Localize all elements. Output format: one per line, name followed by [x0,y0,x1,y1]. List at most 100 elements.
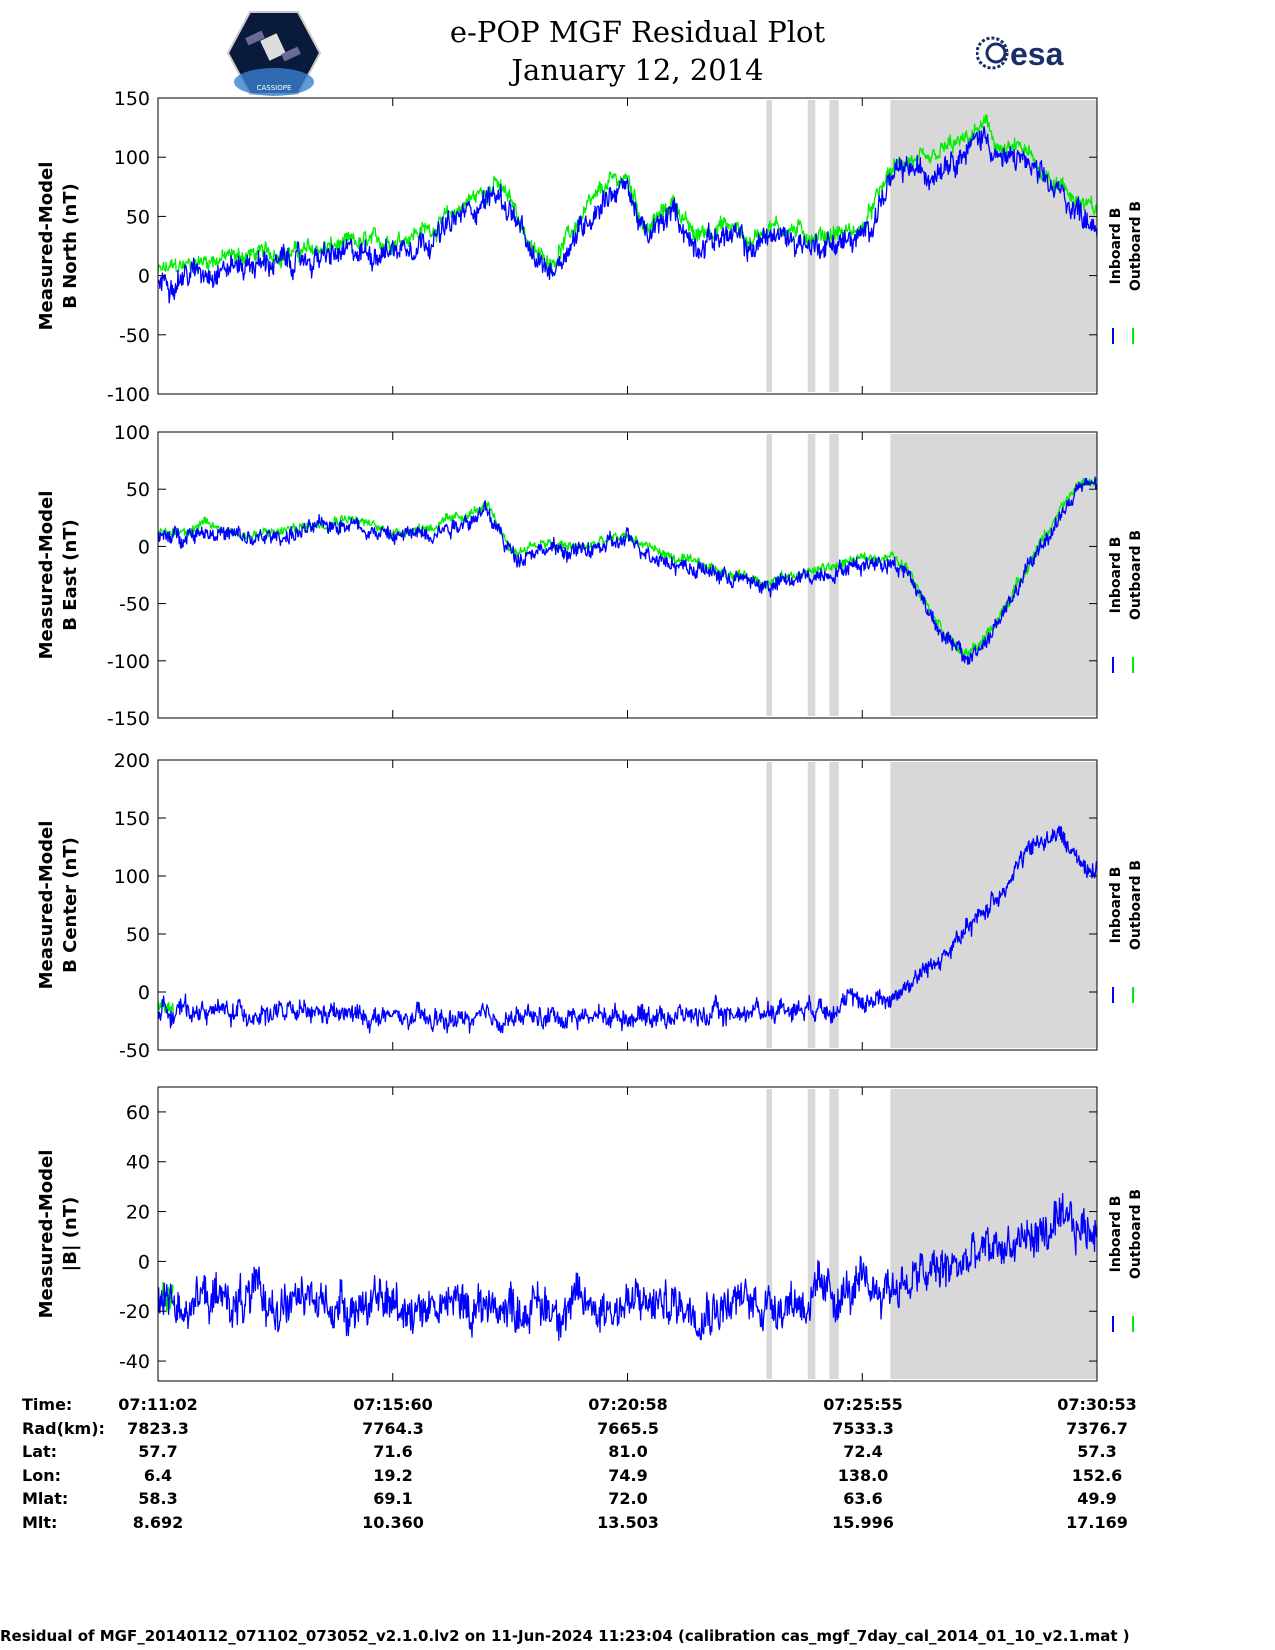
y-axis-label-line2: B Center (nT) [60,837,81,973]
shaded-region [766,762,773,1048]
y-tick-label: 0 [138,982,150,1004]
shaded-region [890,1089,1097,1379]
table-cell: 72.0 [608,1489,648,1508]
y-axis-label-line1: Measured-Model [36,821,57,990]
table-row-label: Lat: [22,1442,58,1461]
shaded-region [829,434,839,716]
table-cell: 07:20:58 [588,1395,668,1414]
table-cell: 7823.3 [127,1418,189,1438]
table-cell: 8.692 [132,1512,184,1532]
shaded-region [766,1089,773,1379]
panel-b-center: 200 150 100 50 0 -50 Measured-Model B Center (n… [36,750,1144,1062]
table-cell: 71.6 [373,1442,413,1461]
y-axis-label-line2: B East (nT) [60,519,81,631]
table-cell: 74.9 [608,1465,648,1485]
panel-b-north: 150 100 50 0 -50 -100 Measured-Model B North (n… [36,88,1144,406]
series-line-inboard-b [158,125,1097,304]
shaded-region [807,434,816,716]
table-row-label: Mlat: [22,1489,69,1508]
y-axis-label-line1: Measured-Model [36,162,57,331]
legend-label: Inboard B [1108,1196,1124,1273]
table-row-label: Lon: [22,1465,61,1485]
table-row: Lon: 6.4 19.2 74.9 138.0 152.6 [0,1466,1275,1490]
esa-logo-text: esa [1010,36,1064,72]
table-cell: 81.0 [608,1442,648,1461]
table-cell: 58.3 [138,1489,178,1508]
y-tick-label: 100 [114,147,150,169]
table-cell: 7376.7 [1066,1418,1128,1438]
legend-label: Outboard B [1128,201,1144,291]
cassiope-logo-text: CASSIOPE [257,84,292,92]
table-row: Mlat: 58.3 69.1 72.0 63.6 49.9 [0,1489,1275,1513]
table-row-label: Mlt: [22,1512,58,1532]
y-axis-label-line2: |B| (nT) [60,1197,81,1272]
shaded-region [807,762,816,1048]
y-tick-label: -100 [107,651,150,673]
y-tick-label: -150 [107,708,150,730]
series-line-inboard-b [158,825,1097,1034]
table-cell: 07:15:60 [353,1395,433,1414]
y-tick-label: 60 [126,1102,150,1124]
y-tick-label: 150 [114,88,150,110]
y-tick-label: 100 [114,866,150,888]
y-axis-label-line1: Measured-Model [36,1150,57,1319]
y-axis-label-line1: Measured-Model [36,491,57,660]
legend-label: Outboard B [1128,1189,1144,1279]
panel-b-magnitude: 60 40 20 0 -20 -40 Measured-Model |B| (nT) Inboa… [36,1086,1144,1382]
y-tick-label: 150 [114,808,150,830]
shaded-region [829,1089,839,1379]
y-axis-label: Measured-Model |B| (nT) [36,1150,81,1319]
y-tick-label: 200 [114,750,150,772]
y-tick-label: -50 [119,325,150,347]
esa-logo: esa [976,36,1064,72]
y-tick-label: -40 [119,1351,150,1373]
shaded-region [890,100,1097,392]
footer-caption: Residual of MGF_20140112_071102_073052_v… [0,1627,1130,1645]
series-line-inboard-b [158,476,1097,665]
y-tick-label: -50 [119,594,150,616]
shaded-region [807,1089,816,1379]
table-cell: 57.7 [138,1442,178,1461]
legend: Inboard B Outboard B [1108,1189,1144,1279]
plot-date: January 12, 2014 [511,53,764,87]
y-axis-label: Measured-Model B North (nT) [36,162,81,331]
table-cell: 7665.5 [597,1418,659,1438]
y-tick-label: 100 [114,422,150,444]
y-axis-label-line2: B North (nT) [60,183,81,309]
shaded-region [829,762,839,1048]
legend: Inboard B Outboard B [1108,201,1144,291]
table-cell: 7764.3 [362,1418,424,1438]
legend-label: Inboard B [1108,208,1124,285]
table-cell: 57.3 [1077,1442,1117,1461]
table-row: Time: 07:11:02 07:15:60 07:20:58 07:25:55 07:… [0,1395,1275,1419]
y-tick-label: 0 [138,266,150,288]
legend-label: Outboard B [1128,530,1144,620]
y-tick-label: 50 [126,206,150,228]
y-tick-label: -100 [107,384,150,406]
table-cell: 13.503 [597,1512,659,1532]
legend-label: Inboard B [1108,537,1124,614]
y-tick-label: -20 [119,1301,150,1323]
series-line-inboard-b [158,1192,1097,1341]
legend-label: Inboard B [1108,867,1124,944]
plot-title: e-POP MGF Residual Plot [449,15,826,49]
y-tick-label: 0 [138,536,150,558]
legend-label: Outboard B [1128,860,1144,950]
table-row: Rad(km): 7823.3 7764.3 7665.5 7533.3 7376.7 [0,1419,1275,1443]
y-tick-label: 0 [138,1251,150,1273]
y-tick-label: 50 [126,479,150,501]
y-tick-label: 40 [126,1152,150,1174]
table-row: Lat: 57.7 71.6 81.0 72.4 57.3 [0,1442,1275,1466]
y-axis-label: Measured-Model B Center (nT) [36,821,81,990]
table-cell: 07:11:02 [118,1395,198,1414]
shaded-region [766,100,773,392]
table-cell: 138.0 [837,1465,889,1485]
table-cell: 17.169 [1066,1512,1128,1532]
table-cell: 10.360 [362,1512,424,1532]
table-cell: 07:25:55 [823,1395,903,1414]
table-row-label: Rad(km): [22,1418,105,1438]
table-cell: 7533.3 [832,1418,894,1438]
table-cell: 152.6 [1071,1465,1123,1485]
table-row: Mlt: 8.692 10.360 13.503 15.996 17.169 [0,1513,1275,1537]
y-tick-label: 20 [126,1202,150,1224]
